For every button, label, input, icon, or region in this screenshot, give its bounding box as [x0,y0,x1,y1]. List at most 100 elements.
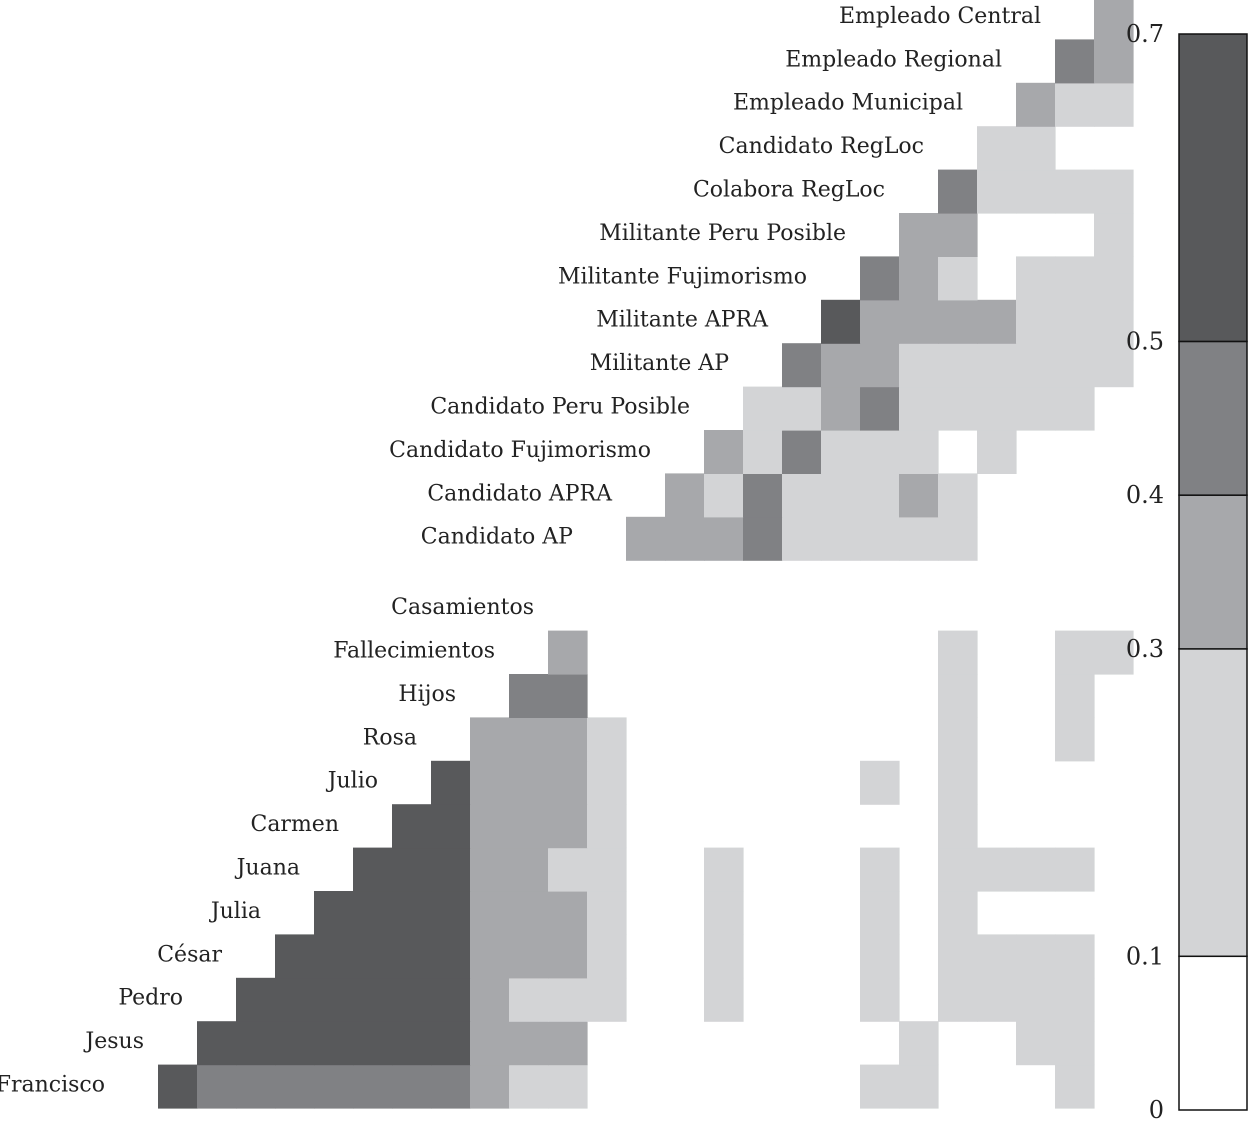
heatmap-cell [782,386,822,431]
heatmap-cell [1055,717,1095,762]
heatmap-cell [587,760,627,805]
heatmap-cell [938,213,978,257]
variable-label: Pedro [118,986,183,1011]
heatmap-cell [938,977,978,1022]
heatmap-cell [314,1064,354,1109]
heatmap-cell [470,847,510,892]
heatmap-cell [821,386,861,431]
heatmap-cell [431,891,471,935]
heatmap-cell [509,891,549,935]
variable-label: Fallecimientos [333,639,495,664]
heatmap-cell [938,934,978,979]
heatmap-cell [860,934,900,979]
heatmap-cell [470,1021,510,1066]
heatmap-cell [704,891,744,935]
heatmap-cell [1016,82,1056,127]
variable-label: Militante Peru Posible [599,221,846,246]
heatmap-cell [938,169,978,214]
heatmap-cell [353,977,393,1022]
colorbar-bin [1178,955,1248,1111]
heatmap-cell [1055,977,1095,1022]
heatmap-cell [1055,343,1095,388]
colorbar-tick-label: 0.4 [1126,481,1164,509]
heatmap-cell [431,1021,471,1066]
heatmap-cell [938,804,978,849]
heatmap-cell [431,760,471,805]
heatmap-cell [1055,1064,1095,1109]
heatmap-cell [1016,977,1056,1022]
colorbar-bin [1178,340,1248,496]
heatmap-cell [899,343,939,388]
heatmap-cell [704,516,744,561]
heatmap-cell [314,977,354,1022]
heatmap-cell [392,1064,432,1109]
heatmap-cell [782,430,822,474]
heatmap-cell [743,386,783,431]
heatmap-cell [860,299,900,344]
heatmap-cell [548,847,588,892]
heatmap-cell [392,977,432,1022]
heatmap-cell [587,891,627,935]
heatmap-cell [1016,169,1056,214]
heatmap-cell [1094,630,1134,675]
heatmap-cell [938,516,978,561]
heatmap-cell [704,977,744,1022]
heatmap-cell [1094,82,1134,127]
heatmap-cell [392,891,432,935]
colorbar-tick-label: 0.7 [1126,20,1164,48]
heatmap-cell [1094,299,1134,344]
heatmap-cell [938,760,978,805]
heatmap-cell [782,343,822,388]
heatmap-cell [548,1021,588,1066]
heatmap-cell [977,386,1017,431]
heatmap-cell [977,169,1017,214]
heatmap-cell [899,516,939,561]
heatmap-cells [158,0,1134,1109]
heatmap-cell [587,934,627,979]
heatmap-cell [1055,256,1095,301]
heatmap-cell [1055,630,1095,675]
heatmap-cell [860,516,900,561]
heatmap-cell [548,630,588,675]
heatmap-cell [353,891,393,935]
heatmap-cell [1055,674,1095,718]
heatmap-cell [1055,169,1095,214]
heatmap-cell [821,343,861,388]
heatmap-cell [509,717,549,762]
heatmap-cell [743,430,783,474]
heatmap-cell [1016,256,1056,301]
heatmap-cell [1016,299,1056,344]
heatmap-cell [938,630,978,675]
heatmap-cell [470,804,510,849]
heatmap-cell [899,386,939,431]
heatmap-cell [548,977,588,1022]
variable-labels: Francisco Jesus Pedro César Julia Juana Carmen… [0,4,1041,1098]
heatmap-cell [509,760,549,805]
variable-label: Candidato RegLoc [719,134,924,159]
heatmap-cell [548,891,588,935]
heatmap-cell [587,847,627,892]
heatmap-cell [1016,386,1056,431]
heatmap-cell [275,934,315,979]
heatmap-cell [509,674,549,718]
variable-label: Candidato Peru Posible [430,395,690,420]
heatmap-cell [587,804,627,849]
heatmap-cell [431,977,471,1022]
heatmap-cell [782,473,822,518]
variable-label: Candidato APRA [427,481,613,506]
heatmap-cell [899,430,939,474]
heatmap-cell [899,473,939,518]
colorbar-tick-label: 0.1 [1126,942,1164,970]
variable-label: Militante AP [590,351,730,376]
heatmap-cell [275,1021,315,1066]
heatmap-cell [587,977,627,1022]
heatmap-cell [860,977,900,1022]
heatmap-cell [1094,39,1134,84]
heatmap-cell [1094,256,1134,301]
heatmap-cell [314,1021,354,1066]
heatmap-cell [1016,934,1056,979]
heatmap-cell [977,847,1017,892]
heatmap-cell [899,1064,939,1109]
heatmap-cell [782,516,822,561]
variable-label: Juana [235,856,300,881]
